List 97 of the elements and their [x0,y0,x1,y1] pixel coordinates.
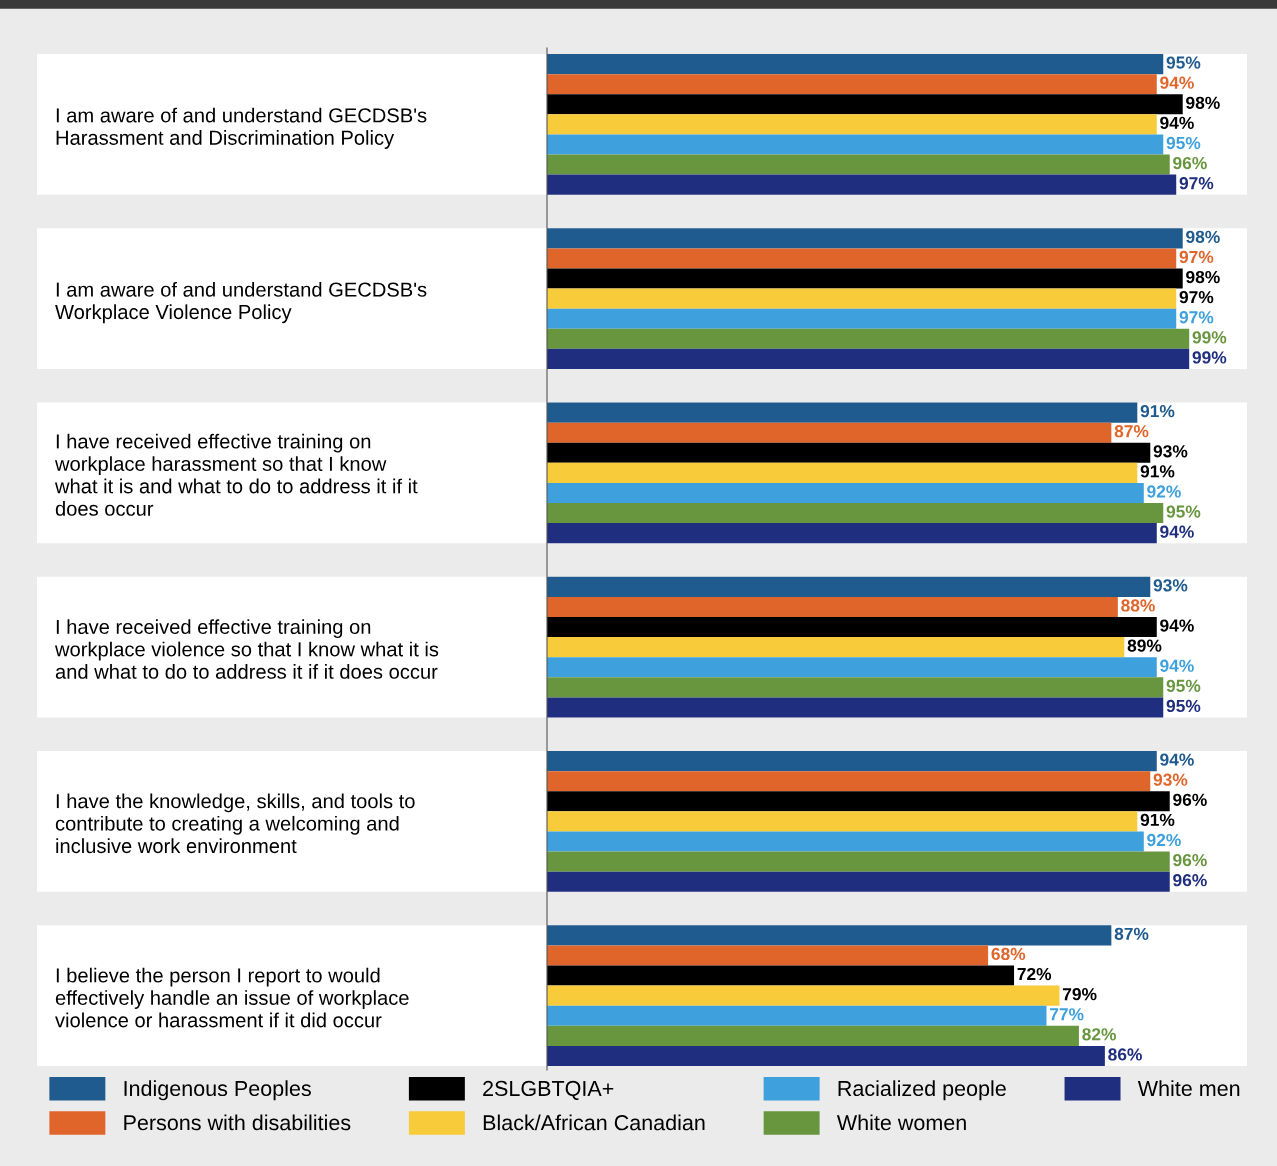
bar [547,677,1164,698]
data-label: 96% [1173,874,1207,887]
bar [547,54,1164,75]
y-tick-label: I have the knowledge, skills, and tools to contribute to creating a welcoming and inclusive work environment [55,793,415,854]
bar [547,442,1151,463]
bar [547,751,1157,772]
bar [547,268,1183,289]
data-label: 72% [1017,967,1052,981]
legend-label: Persons with disabilities [124,1114,351,1131]
data-label: 93% [1153,445,1188,458]
data-label: 95% [1166,136,1201,150]
bar [547,402,1138,423]
bar [547,925,1112,946]
bar [547,134,1164,155]
bar [547,348,1190,369]
data-label: 99% [1192,351,1227,364]
data-label: 95% [1166,679,1201,692]
data-label: 97% [1179,290,1214,304]
data-label: 93% [1153,579,1188,592]
bar [547,811,1138,832]
data-label: 93% [1153,773,1188,786]
legend-label: White men [1137,1080,1240,1097]
bar [547,174,1177,195]
legend-label: Indigenous Peoples [124,1080,311,1101]
bar [547,482,1144,504]
data-label: 68% [991,947,1026,961]
bar [547,831,1144,852]
bar [547,248,1177,269]
data-label: 86% [1108,1048,1142,1061]
bar [547,637,1125,658]
bar [547,1005,1047,1026]
bar [547,1045,1105,1066]
legend-label: White women [836,1114,966,1131]
bar [547,791,1170,812]
bar [547,94,1183,115]
data-label: 91% [1140,404,1175,418]
data-label: 77% [1050,1008,1084,1021]
data-label: 91% [1140,465,1175,478]
data-label: 95% [1166,699,1201,713]
data-label: 96% [1173,793,1207,806]
legend-label: 2SLGBTQIA+ [483,1080,614,1100]
bar [547,154,1170,175]
bar [547,616,1157,638]
bar [547,523,1157,544]
data-label: 79% [1062,988,1097,1001]
bar [547,114,1157,135]
bar [547,945,989,966]
data-label: 88% [1121,599,1155,612]
bar [547,965,1015,986]
bar [547,697,1164,718]
bar [547,503,1164,524]
data-label: 92% [1147,485,1181,498]
data-label: 87% [1114,927,1149,940]
bar [547,657,1157,678]
data-label: 94% [1160,753,1194,766]
bar [547,576,1151,597]
legend-label: Black/African Canadian [483,1114,705,1131]
data-label: 94% [1160,525,1194,538]
data-label: 98% [1186,230,1220,243]
data-label: 96% [1173,853,1207,867]
bar [547,871,1170,892]
bar [547,228,1183,249]
bar [547,985,1060,1006]
bar [547,74,1157,95]
bar [547,771,1151,792]
legend-label: Racialized people [838,1080,1006,1101]
bar [547,462,1138,483]
data-label: 95% [1166,56,1201,69]
bar [547,288,1177,309]
data-label: 91% [1140,813,1175,827]
bar [547,328,1190,349]
data-label: 97% [1179,311,1214,324]
data-label: 95% [1166,505,1201,518]
data-label: 98% [1186,270,1220,284]
data-label: 82% [1082,1028,1116,1041]
data-label: 98% [1186,96,1220,109]
data-label: 94% [1160,619,1194,632]
data-label: 96% [1173,156,1207,170]
data-label: 94% [1160,76,1194,89]
data-label: 92% [1147,833,1181,847]
data-label: 97% [1179,177,1214,190]
y-tick-label: I am aware of and understand GECDSB's Harassment and Discrimination Policy [56,107,427,149]
data-label: 94% [1160,116,1194,130]
bar [547,1025,1079,1046]
data-label: 99% [1192,331,1227,344]
data-label: 94% [1160,659,1194,672]
y-tick-label: I am aware of and understand GECDSB's Workplace Violence Policy [55,281,427,324]
data-label: 87% [1114,425,1149,438]
bar [547,422,1112,443]
bar [547,596,1118,617]
data-label: 97% [1179,250,1214,264]
bar [547,308,1177,329]
y-tick-label: I have received effective training on workplace violence so that I know what it is and what to do to address it if it does occur [54,619,439,679]
y-tick-label: I believe the person I report to would effectively handle an issue of workplace violence or harassment if it did occur [55,967,409,1028]
y-tick-label: I have received effective training on workplace harassment so that I know what it is and what to do to address it if it does occur [54,433,418,516]
data-label: 89% [1127,639,1162,652]
bar [547,851,1170,872]
